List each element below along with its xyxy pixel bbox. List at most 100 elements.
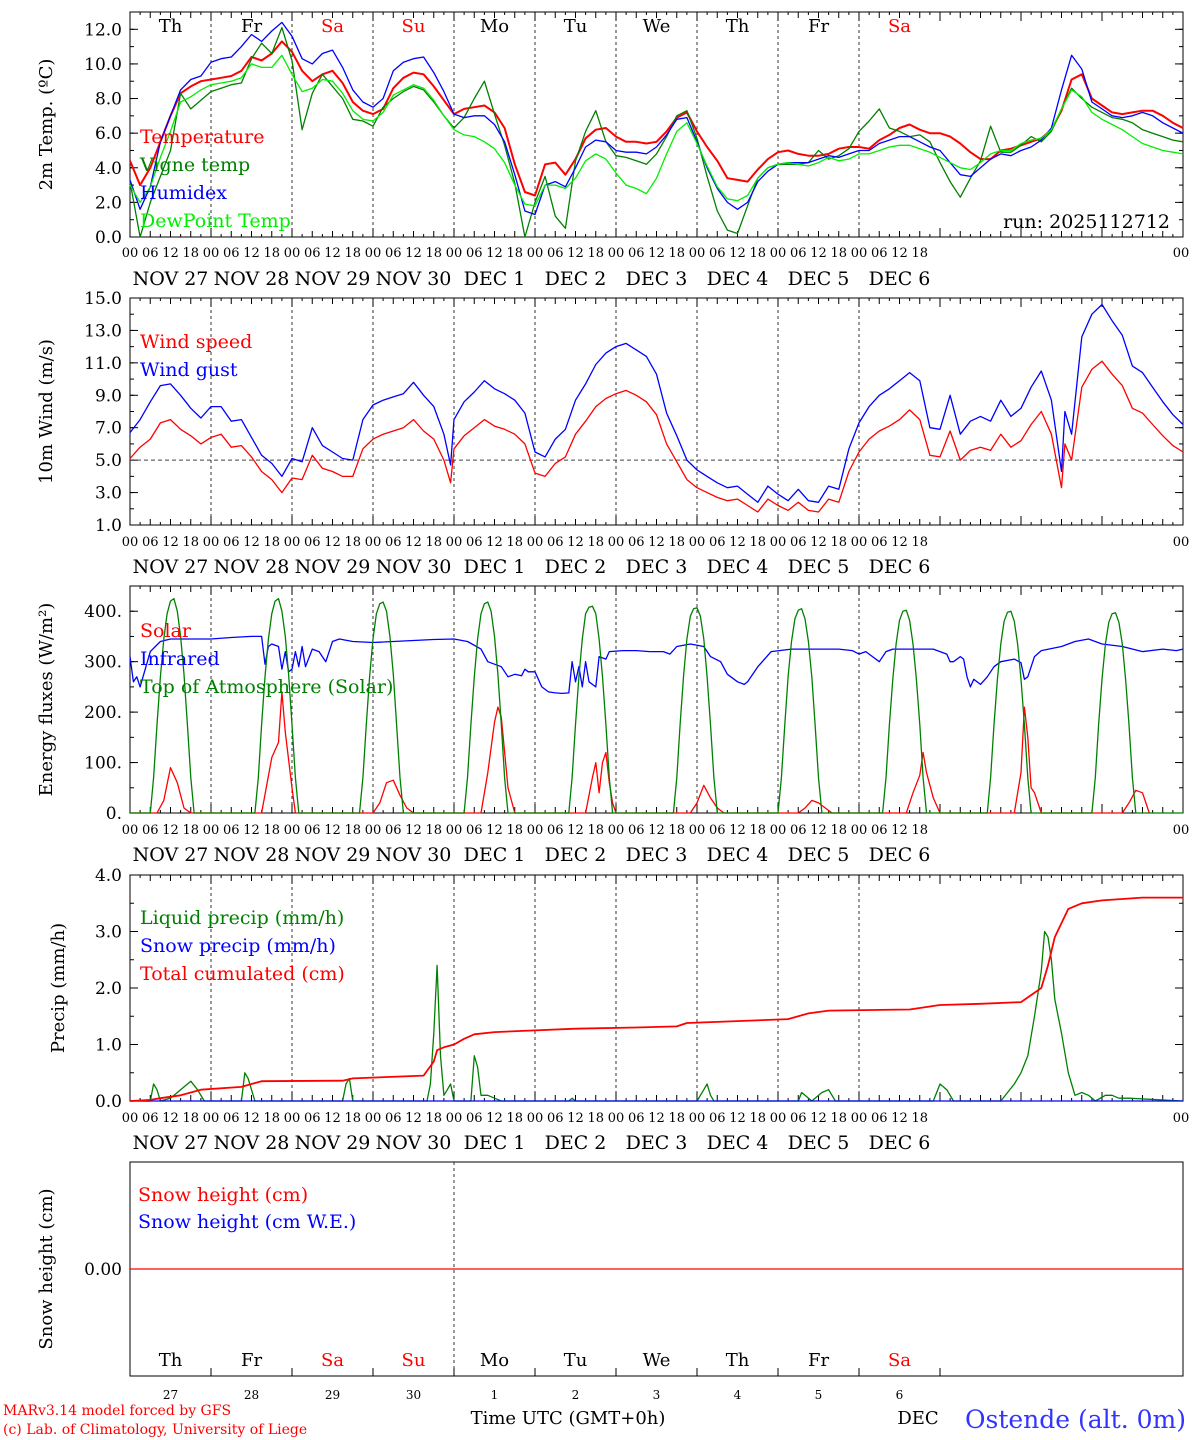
y-tick-label: 13.0 bbox=[84, 321, 122, 341]
temperature-panel: 00 06 12 18 00 06 12 18 00 06 12 18 00 06 12 18 00 06 12 18… bbox=[36, 11, 1189, 290]
hour-tick-label: 06 bbox=[790, 1111, 807, 1126]
date-label: NOV 29 bbox=[295, 844, 371, 866]
hour-tick-label: 18 bbox=[425, 823, 442, 838]
series-line-wind-gust bbox=[129, 303, 1184, 503]
day-number-label: 3 bbox=[653, 1388, 661, 1402]
hour-tick-label: 06 bbox=[385, 535, 402, 550]
weekday-label: Th bbox=[726, 1350, 750, 1371]
hour-tick-label: 18 bbox=[344, 1111, 361, 1126]
hour-tick-label: 18 bbox=[749, 823, 766, 838]
hour-tick-label: 00 bbox=[446, 246, 463, 261]
hour-tick-label: 06 bbox=[466, 823, 483, 838]
y-tick-label: 8.0 bbox=[95, 90, 122, 110]
hour-tick-label: 06 bbox=[628, 823, 645, 838]
hour-tick-label: 18 bbox=[749, 246, 766, 261]
hour-tick-label: 06 bbox=[547, 1111, 564, 1126]
day-number-label: 2 bbox=[572, 1388, 580, 1402]
series-line-wind-speed bbox=[129, 360, 1184, 513]
date-label: DEC 2 bbox=[545, 268, 607, 290]
hour-tick-label: 12 bbox=[243, 535, 260, 550]
hour-tick-label: 06 bbox=[304, 1111, 321, 1126]
y-tick-label: 200. bbox=[84, 703, 122, 723]
legend-liquid-precip: Liquid precip (mm/h) bbox=[140, 907, 344, 929]
hour-tick-label: 06 bbox=[385, 246, 402, 261]
run-label: run: 2025112712 bbox=[1003, 211, 1170, 233]
hour-tick-label: 00 bbox=[446, 823, 463, 838]
hour-tick-label: 18 bbox=[344, 823, 361, 838]
hour-tick-label: 12 bbox=[486, 823, 503, 838]
hour-tick-label: 12 bbox=[729, 823, 746, 838]
weekday-label: Su bbox=[402, 16, 426, 37]
hour-tick-label: 06 bbox=[466, 246, 483, 261]
date-label: DEC 5 bbox=[788, 556, 850, 578]
hour-tick-label: 18 bbox=[911, 246, 928, 261]
date-label: NOV 29 bbox=[295, 556, 371, 578]
hour-tick-label: 00 bbox=[851, 823, 868, 838]
date-label: DEC 1 bbox=[464, 1132, 526, 1154]
hour-tick-label: 00 bbox=[608, 246, 625, 261]
hour-tick-label: 12 bbox=[324, 823, 341, 838]
y-tick-label: 6.0 bbox=[95, 124, 122, 144]
hour-tick-label: 18 bbox=[182, 535, 199, 550]
y-tick-label: 100. bbox=[84, 754, 122, 774]
hour-tick-label: 12 bbox=[891, 823, 908, 838]
hour-tick-label: 18 bbox=[587, 1111, 604, 1126]
y-axis-label: 2m Temp. (ºC) bbox=[36, 59, 57, 191]
weekday-label: We bbox=[643, 16, 671, 37]
hour-tick-label: 12 bbox=[243, 823, 260, 838]
hour-tick-label: 00 bbox=[689, 535, 706, 550]
hour-tick-label: 06 bbox=[547, 535, 564, 550]
date-label: DEC 3 bbox=[626, 268, 688, 290]
model-credit-line: MARv3.14 model forced by GFS bbox=[3, 1403, 231, 1419]
legend-wind-speed: Wind speed bbox=[140, 331, 252, 353]
y-tick-label: 3.0 bbox=[95, 484, 122, 504]
weekday-label: Th bbox=[159, 16, 183, 37]
weekday-label: Mo bbox=[480, 1350, 509, 1371]
y-tick-label: 1.0 bbox=[95, 516, 122, 536]
hour-tick-label: 12 bbox=[405, 823, 422, 838]
hour-tick-label: 12 bbox=[891, 246, 908, 261]
date-label: DEC 5 bbox=[788, 268, 850, 290]
hour-tick-label: 06 bbox=[871, 823, 888, 838]
hour-tick-label: 00 bbox=[284, 823, 301, 838]
hour-tick-label: 18 bbox=[425, 535, 442, 550]
y-tick-label: 9.0 bbox=[95, 386, 122, 406]
legend-toa-solar: Top of Atmosphere (Solar) bbox=[140, 676, 393, 698]
y-tick-label: 400. bbox=[84, 602, 122, 622]
y-axis-label: Energy fluxes (W/m²) bbox=[36, 603, 57, 797]
hour-tick-label: 12 bbox=[567, 246, 584, 261]
hour-tick-label: 00 bbox=[365, 535, 382, 550]
hour-tick-label: 00 bbox=[851, 535, 868, 550]
series-line-infrared bbox=[129, 635, 1184, 695]
hour-tick-label: 12 bbox=[648, 823, 665, 838]
hour-tick-label: 00 bbox=[1173, 823, 1190, 838]
date-label: DEC 4 bbox=[707, 844, 769, 866]
date-label: NOV 30 bbox=[376, 556, 452, 578]
month-axis-label: DEC bbox=[897, 1408, 938, 1429]
hour-tick-label: 12 bbox=[405, 535, 422, 550]
weekday-label: Fr bbox=[808, 1350, 829, 1371]
series-line-vigne-temp bbox=[129, 26, 1184, 238]
hour-tick-label: 06 bbox=[790, 535, 807, 550]
date-label: NOV 27 bbox=[133, 556, 209, 578]
hour-tick-label: 00 bbox=[770, 1111, 787, 1126]
hour-tick-label: 18 bbox=[344, 246, 361, 261]
hour-tick-label: 00 bbox=[770, 823, 787, 838]
legend-snow-precip: Snow precip (mm/h) bbox=[140, 935, 336, 957]
hour-tick-label: 00 bbox=[365, 823, 382, 838]
y-tick-label: 0.0 bbox=[95, 228, 122, 248]
date-label: NOV 29 bbox=[295, 268, 371, 290]
hour-tick-label: 12 bbox=[567, 1111, 584, 1126]
date-label: DEC 2 bbox=[545, 1132, 607, 1154]
date-label: DEC 1 bbox=[464, 844, 526, 866]
hour-tick-label: 00 bbox=[122, 1111, 139, 1126]
y-tick-label: 15.0 bbox=[84, 289, 122, 309]
hour-tick-label: 06 bbox=[871, 246, 888, 261]
series-line-total-cumulated-cm- bbox=[129, 896, 1183, 1102]
legend-dewpoint-temp: DewPoint Temp bbox=[140, 210, 291, 232]
hour-tick-label: 18 bbox=[344, 535, 361, 550]
weekday-label: Fr bbox=[808, 16, 829, 37]
hour-tick-label: 06 bbox=[790, 246, 807, 261]
time-axis-label: Time UTC (GMT+0h) bbox=[471, 1408, 666, 1429]
weekday-label: Sa bbox=[888, 16, 911, 37]
